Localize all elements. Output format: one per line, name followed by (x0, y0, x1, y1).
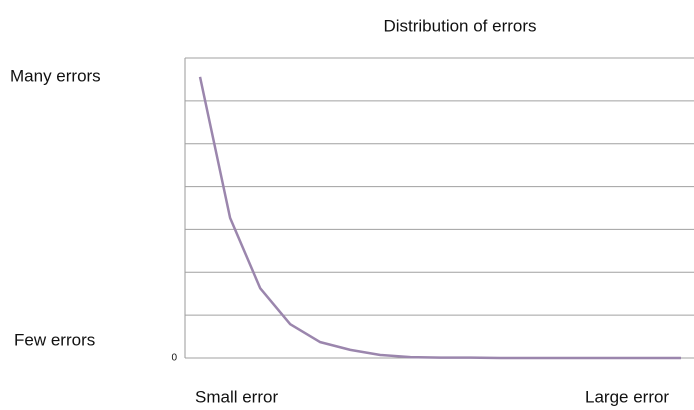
x-right-label: Large error (585, 387, 669, 406)
data-line (198, 76, 681, 360)
y-top-label: Many errors (10, 66, 101, 85)
chart-title: Distribution of errors (383, 16, 536, 35)
x-left-label: Small error (195, 387, 278, 406)
y-tick-label: 0 (171, 353, 177, 364)
y-bottom-label: Few errors (14, 330, 95, 349)
